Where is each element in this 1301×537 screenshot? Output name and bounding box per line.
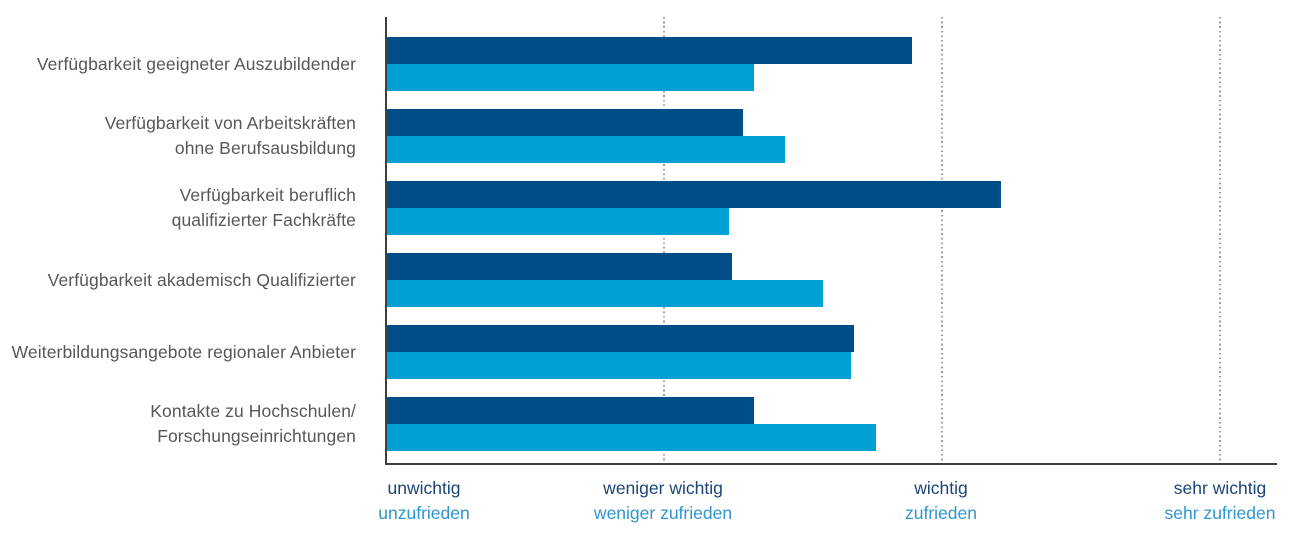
satisfaction-bar xyxy=(387,136,785,163)
bar-pair xyxy=(387,325,855,379)
tick-label-satisfaction: unzufrieden xyxy=(378,503,470,523)
satisfaction-bar xyxy=(387,208,729,235)
category-label-line: ohne Berufsausbildung xyxy=(174,138,356,158)
importance-bar xyxy=(387,109,743,136)
tick-label-satisfaction: weniger zufrieden xyxy=(593,503,733,523)
gridline xyxy=(663,17,665,463)
category-label: Weiterbildungsangebote regionaler Anbiet… xyxy=(0,325,356,379)
category-label: Kontakte zu Hochschulen/Forschungseinric… xyxy=(0,397,356,451)
x-tick-label: unwichtig unzufrieden xyxy=(378,476,469,526)
gridline xyxy=(941,17,943,463)
category-label-line: Verfügbarkeit beruflich xyxy=(179,185,356,205)
importance-bar xyxy=(387,181,1002,208)
category-labels-column: Verfügbarkeit geeigneter Auszubildender V… xyxy=(0,0,356,465)
category-label-line: qualifizierter Fachkräfte xyxy=(171,210,356,230)
category-label-line: Kontakte zu Hochschulen/ xyxy=(150,401,356,421)
category-label-line: Forschungseinrichtungen xyxy=(157,426,356,446)
category-label-line: Weiterbildungsangebote regionaler Anbiet… xyxy=(11,341,356,362)
category-label-line: Verfügbarkeit akademisch Qualifizierter xyxy=(47,269,356,290)
category-label: Verfügbarkeit von Arbeitskräften ohne Ber… xyxy=(0,109,356,163)
bar-pair xyxy=(387,253,824,307)
importance-bar xyxy=(387,37,913,64)
satisfaction-bar xyxy=(387,352,852,379)
bar-pair xyxy=(387,109,785,163)
category-label: Verfügbarkeit beruflich qualifizierter Fa… xyxy=(0,181,356,235)
category-label: Verfügbarkeit geeigneter Auszubildender xyxy=(0,37,356,91)
x-axis-tick-labels: unwichtig unzufrieden weniger wichtig wenig… xyxy=(0,476,1301,531)
x-tick-label: wichtig zufrieden xyxy=(905,476,977,526)
bar-pair xyxy=(387,397,877,451)
plot-area xyxy=(385,17,1277,465)
gridline xyxy=(1219,17,1221,463)
satisfaction-bar xyxy=(387,64,754,91)
tick-label-importance: unwichtig xyxy=(387,478,461,498)
tick-label-importance: sehr wichtig xyxy=(1173,478,1267,498)
satisfaction-bar xyxy=(387,424,877,451)
importance-bar xyxy=(387,397,754,424)
tick-label-satisfaction: zufrieden xyxy=(905,503,977,523)
category-label-line: Verfügbarkeit geeigneter Auszubildender xyxy=(36,53,356,74)
importance-bar xyxy=(387,325,855,352)
bar-pair xyxy=(387,37,913,91)
category-label-line: Verfügbarkeit von Arbeitskräften xyxy=(104,113,356,133)
tick-label-importance: weniger wichtig xyxy=(603,478,723,498)
satisfaction-bar xyxy=(387,280,824,307)
bar-pair xyxy=(387,181,1002,235)
tick-label-importance: wichtig xyxy=(914,478,968,498)
importance-bar xyxy=(387,253,732,280)
tick-label-satisfaction: sehr zufrieden xyxy=(1164,503,1276,523)
x-tick-label: weniger wichtig weniger zufrieden xyxy=(594,476,732,526)
x-tick-label: sehr wichtig sehr zufrieden xyxy=(1165,476,1276,526)
category-label: Verfügbarkeit akademisch Qualifizierter xyxy=(0,253,356,307)
